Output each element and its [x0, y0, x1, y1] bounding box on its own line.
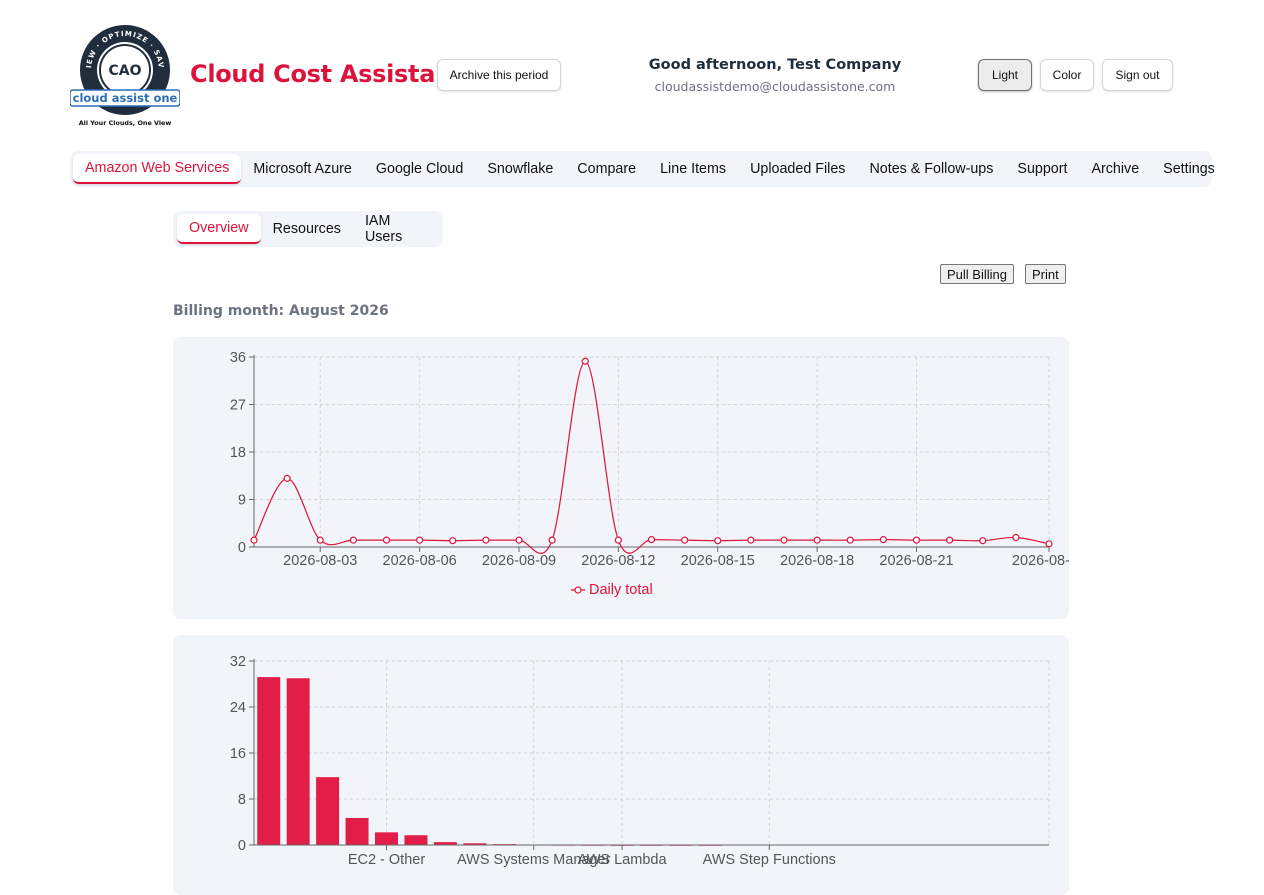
cloud-assist-one-logo: VIEW · OPTIMIZE · SAVE CAO cloud assist … — [70, 20, 180, 127]
data-point — [1012, 533, 1020, 542]
data-point — [581, 357, 589, 365]
aws-subnav: Overview Resources IAM Users — [173, 211, 443, 247]
x-tick-label: AWS Step Functions — [703, 852, 836, 868]
data-point — [946, 536, 954, 544]
y-tick-label: 36 — [230, 350, 246, 366]
color-theme-button[interactable]: Color — [1040, 59, 1094, 91]
x-tick-label: 2026-08-06 — [383, 553, 457, 569]
data-point — [382, 536, 391, 544]
x-tick-label: 2026-08-21 — [879, 553, 953, 569]
y-tick-label: 27 — [230, 398, 246, 414]
data-point — [846, 536, 854, 544]
app-title: Cloud Cost Assistant — [190, 60, 464, 88]
service-bar — [433, 842, 457, 845]
data-point — [482, 536, 490, 544]
tab-uploaded-files[interactable]: Uploaded Files — [750, 161, 846, 177]
data-point — [449, 537, 457, 545]
pull-billing-button[interactable]: Pull Billing — [940, 264, 1014, 284]
tab-snowflake[interactable]: Snowflake — [487, 161, 554, 177]
greeting: Good afternoon, Test Company — [648, 57, 902, 73]
light-theme-button[interactable]: Light — [978, 59, 1032, 91]
data-point — [283, 474, 291, 482]
service-bar — [404, 835, 428, 845]
logo-brand: cloud assist one — [73, 91, 178, 105]
data-point — [316, 536, 324, 544]
service-bar — [286, 678, 310, 845]
x-tick-label: AWS Lambda — [578, 852, 668, 868]
y-tick-label: 18 — [230, 445, 246, 461]
logo-monogram: CAO — [108, 63, 141, 79]
data-point — [979, 537, 987, 545]
archive-period-button[interactable]: Archive this period — [437, 59, 561, 91]
data-point — [714, 537, 722, 545]
data-point — [879, 536, 887, 544]
tab-amazon-web-services[interactable]: Amazon Web Services — [73, 154, 242, 184]
tab-google-cloud[interactable]: Google Cloud — [375, 161, 464, 177]
service-bar — [463, 843, 487, 845]
data-point — [614, 536, 622, 544]
data-point — [681, 536, 689, 544]
daily-cost-line-chart: 0 9 18 27 36 2026-08-03 2026-08-06 2026-08-09 2… — [230, 350, 1069, 598]
tab-iam-users[interactable]: IAM Users — [364, 213, 403, 245]
provider-nav: Amazon Web Services Microsoft Azure Goog… — [70, 151, 1215, 187]
tab-overview[interactable]: Overview — [177, 214, 261, 244]
service-bar — [345, 817, 369, 845]
service-cost-chart-card: 0 8 16 24 32 EC2 - Other AWS Systems Manager A… — [173, 635, 1069, 895]
data-point — [747, 536, 755, 544]
legend-label: Daily total — [589, 582, 653, 598]
tab-resources[interactable]: Resources — [272, 221, 341, 237]
x-tick-label: 2026-08-18 — [780, 553, 854, 569]
x-tick-label: 2026-08-25 — [1012, 553, 1069, 569]
legend-marker-icon — [574, 586, 582, 594]
x-tick-label: EC2 - Other — [348, 852, 426, 868]
x-tick-label: 2026-08-03 — [283, 553, 357, 569]
tab-line-items[interactable]: Line Items — [660, 161, 727, 177]
data-point — [548, 536, 556, 544]
x-tick-label: 2026-08-12 — [581, 553, 655, 569]
tab-microsoft-azure[interactable]: Microsoft Azure — [253, 161, 352, 177]
y-tick-label: 0 — [238, 838, 246, 854]
data-point — [912, 536, 921, 544]
service-bar — [375, 832, 398, 845]
billing-month: Billing month: August 2026 — [173, 303, 389, 319]
data-point — [813, 536, 821, 544]
user-email: cloudassistdemo@cloudassistone.com — [654, 79, 896, 94]
data-point — [349, 536, 357, 544]
data-point — [1045, 540, 1053, 548]
chart-legend[interactable]: Daily total — [571, 582, 653, 598]
tab-archive[interactable]: Archive — [1091, 161, 1140, 177]
y-tick-label: 0 — [238, 540, 246, 556]
tab-compare[interactable]: Compare — [577, 161, 637, 177]
data-point — [780, 536, 788, 544]
x-tick-label: AWS Systems Manager — [457, 852, 611, 868]
tab-settings[interactable]: Settings — [1163, 161, 1215, 177]
data-point — [647, 536, 656, 544]
y-tick-label: 9 — [238, 493, 246, 509]
logo-tagline: All Your Clouds, One View — [79, 119, 172, 127]
print-button[interactable]: Print — [1025, 264, 1066, 284]
y-tick-label: 8 — [238, 792, 246, 808]
data-point — [416, 536, 424, 544]
service-bar — [316, 777, 340, 845]
tab-support[interactable]: Support — [1017, 161, 1068, 177]
data-point — [515, 536, 523, 544]
tab-notes-follow-ups[interactable]: Notes & Follow-ups — [869, 161, 994, 177]
x-tick-label: 2026-08-15 — [681, 553, 755, 569]
data-point — [250, 536, 258, 544]
y-tick-label: 16 — [230, 746, 246, 762]
sign-out-button[interactable]: Sign out — [1102, 59, 1173, 91]
daily-total-line — [253, 360, 1050, 554]
x-tick-label: 2026-08-09 — [482, 553, 556, 569]
y-tick-label: 24 — [230, 700, 246, 716]
service-bar — [257, 677, 281, 845]
daily-cost-chart-card: 0 9 18 27 36 2026-08-03 2026-08-06 2026-08-09 2… — [173, 337, 1069, 619]
y-tick-label: 32 — [230, 654, 246, 670]
